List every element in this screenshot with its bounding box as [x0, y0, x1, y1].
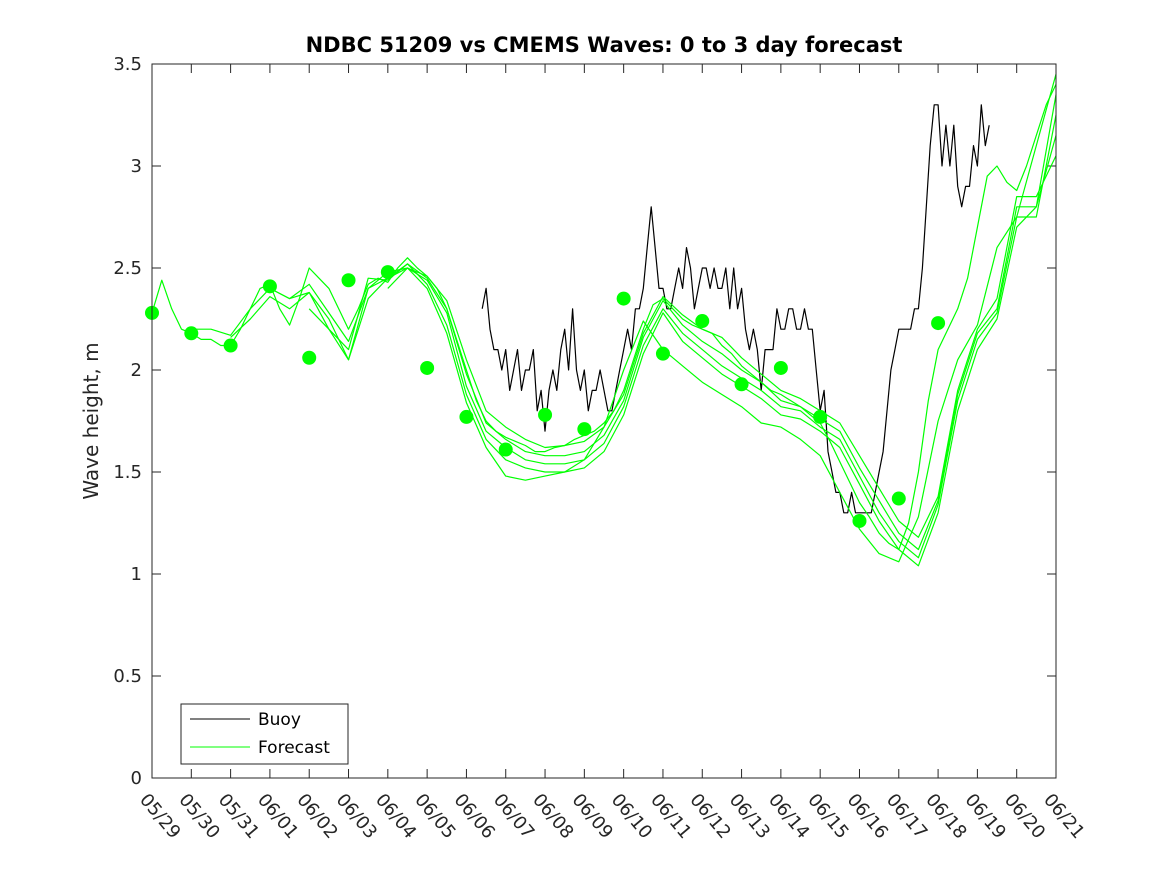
forecast-marker — [302, 350, 317, 365]
series-layer — [151, 74, 1057, 567]
forecast-series-line-3 — [230, 135, 1057, 551]
legend: Buoy Forecast — [180, 703, 349, 765]
forecast-marker — [655, 346, 670, 361]
forecast-marker — [538, 407, 553, 422]
forecast-marker — [813, 409, 828, 424]
forecast-marker — [773, 360, 788, 375]
y-tick-label: 1.5 — [113, 462, 142, 483]
forecast-marker — [616, 291, 631, 306]
forecast-marker — [852, 513, 867, 528]
forecast-markers — [145, 265, 946, 528]
plot-area — [152, 64, 1056, 778]
forecast-series-line-6 — [387, 74, 1057, 563]
y-tick-label: 3 — [131, 156, 142, 177]
legend-box — [180, 703, 349, 765]
forecast-marker — [380, 265, 395, 280]
forecast-marker — [420, 360, 435, 375]
forecast-marker — [931, 316, 946, 331]
y-tick-label: 1 — [131, 564, 142, 585]
forecast-series-line-5 — [308, 94, 1057, 567]
forecast-marker — [341, 273, 356, 288]
forecast-marker — [734, 377, 749, 392]
buoy-series-line — [481, 104, 990, 514]
chart-title: NDBC 51209 vs CMEMS Waves: 0 to 3 day fo… — [306, 33, 903, 57]
forecast-marker — [223, 338, 238, 353]
forecast-marker — [459, 409, 474, 424]
forecast-marker — [695, 314, 710, 329]
plot-frame — [151, 63, 1057, 779]
forecast-marker — [577, 422, 592, 437]
y-tick-label: 3.5 — [113, 54, 142, 75]
legend-forecast-label: Forecast — [258, 738, 330, 758]
forecast-marker — [262, 279, 277, 294]
y-tick-label: 0.5 — [113, 666, 142, 687]
y-axis-label: Wave height, m — [79, 342, 103, 499]
legend-buoy-label: Buoy — [258, 710, 301, 730]
y-tick-label: 0 — [131, 768, 142, 789]
forecast-marker — [498, 442, 513, 457]
y-tick-label: 2 — [131, 360, 142, 381]
forecast-marker — [891, 491, 906, 506]
forecast-marker — [184, 326, 199, 341]
y-tick-label: 2.5 — [113, 258, 142, 279]
